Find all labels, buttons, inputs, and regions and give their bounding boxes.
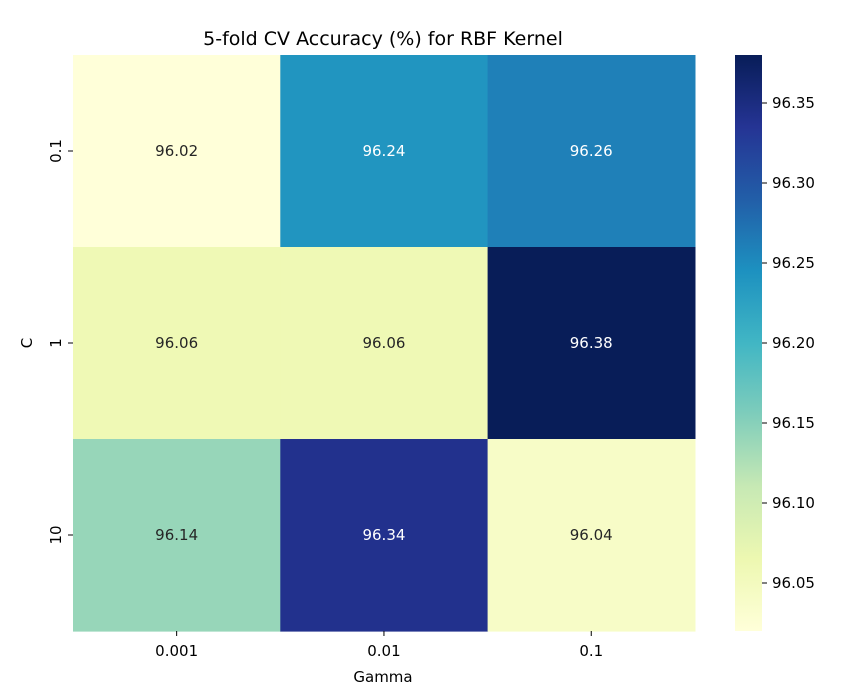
x-axis-label: Gamma <box>353 668 412 686</box>
y-tick-label: 0.1 <box>47 139 65 163</box>
x-tick-label: 0.01 <box>367 642 400 660</box>
colorbar-tick-label: 96.25 <box>772 254 815 272</box>
heatmap-cell <box>487 439 696 632</box>
heatmap-cell <box>487 247 696 440</box>
cell-value-label: 96.24 <box>362 142 405 160</box>
heatmap-value-labels: 96.02 96.24 96.26 96.06 96.06 96.38 96.14 96.34… <box>155 142 613 544</box>
x-tick-label: 0.001 <box>155 642 198 660</box>
y-tick-label: 10 <box>47 525 65 544</box>
heatmap-cells <box>73 55 696 632</box>
cell-value-label: 96.14 <box>155 526 198 544</box>
colorbar-tick-label: 96.05 <box>772 574 815 592</box>
heatmap-cell <box>487 55 696 248</box>
heatmap-cell <box>73 439 281 632</box>
cell-value-label: 96.26 <box>570 142 613 160</box>
colorbar-tick-label: 96.20 <box>772 334 815 352</box>
y-axis-label: C <box>18 338 36 348</box>
x-axis: 0.001 0.01 0.1 <box>155 631 603 660</box>
y-axis: 0.1 1 10 <box>47 139 73 545</box>
y-tick-label: 1 <box>47 338 65 348</box>
cell-value-label: 96.02 <box>155 142 198 160</box>
heatmap-cell <box>73 247 281 440</box>
colorbar-tick-label: 96.15 <box>772 414 815 432</box>
heatmap-cell <box>280 55 489 248</box>
colorbar-tick-label: 96.35 <box>772 94 815 112</box>
cell-value-label: 96.04 <box>570 526 613 544</box>
cell-value-label: 96.34 <box>362 526 405 544</box>
heatmap-cell <box>280 247 489 440</box>
colorbar-tick-label: 96.30 <box>772 174 815 192</box>
colorbar <box>735 55 762 631</box>
x-tick-label: 0.1 <box>579 642 603 660</box>
colorbar-axis: 96.05 96.10 96.15 96.20 96.25 96.30 96.35 <box>762 94 815 592</box>
heatmap-cell <box>280 439 489 632</box>
cell-value-label: 96.38 <box>570 334 613 352</box>
heatmap-cell <box>73 55 281 248</box>
colorbar-tick-label: 96.10 <box>772 494 815 512</box>
cell-value-label: 96.06 <box>155 334 198 352</box>
chart-title: 5-fold CV Accuracy (%) for RBF Kernel <box>203 28 563 50</box>
cell-value-label: 96.06 <box>362 334 405 352</box>
